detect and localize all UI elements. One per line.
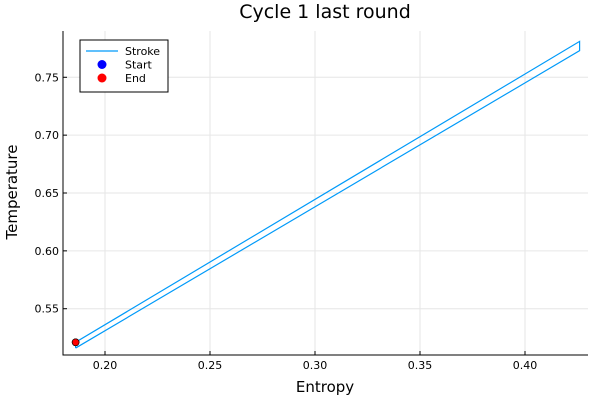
legend-swatch-marker — [97, 60, 107, 69]
frame-layer — [62, 31, 588, 356]
chart-title: Cycle 1 last round — [239, 1, 411, 23]
point-end — [71, 338, 80, 347]
legend-entry-start: Start — [97, 59, 153, 72]
x-tick-label: 0.30 — [303, 359, 328, 372]
y-tick-label: 0.55 — [35, 303, 60, 316]
x-tick-label: 0.20 — [93, 359, 118, 372]
x-axis-label: Entropy — [296, 378, 354, 396]
grid-layer — [63, 31, 588, 355]
legend-label: Start — [125, 59, 153, 72]
y-tick-label: 0.65 — [35, 187, 60, 200]
legend-swatch-marker — [97, 73, 107, 83]
y-tick-label: 0.60 — [35, 245, 60, 258]
x-tick-label: 0.35 — [408, 359, 433, 372]
y-tick-label: 0.70 — [35, 129, 60, 142]
legend-entry-stroke: Stroke — [86, 45, 160, 58]
y-tick-label: 0.75 — [35, 71, 60, 84]
points-layer — [71, 338, 80, 347]
x-tick-label: 0.40 — [513, 359, 538, 372]
legend-box — [79, 39, 169, 93]
legend-entry-end: End — [97, 72, 146, 85]
legend-label: End — [125, 72, 146, 85]
x-tick-label: 0.25 — [198, 359, 223, 372]
legend-label: Stroke — [125, 45, 160, 58]
y-axis-label: Temperature — [3, 144, 21, 240]
tick-layer: 0.20 0.25 0.30 0.35 0.40 0.55 0.60 0.65 0.70 0.75 — [35, 71, 538, 372]
axis-frame — [62, 31, 588, 356]
